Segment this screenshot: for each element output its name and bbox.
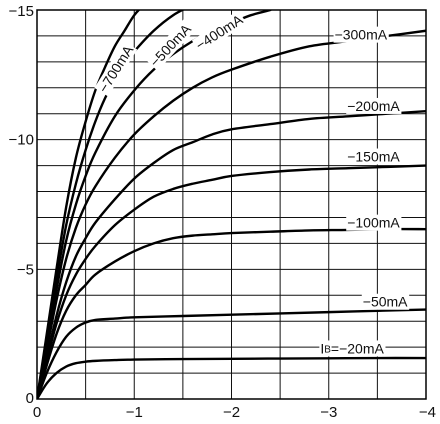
series-line-1	[37, 10, 185, 399]
tick-labels: 0 −1 −2 −3 −4 0 −5 −10 −15	[9, 3, 436, 421]
series-line-8	[37, 356, 426, 399]
curve-label-background	[361, 293, 410, 310]
x-tick-label: −4	[419, 404, 436, 421]
x-tick-label: −3	[320, 404, 337, 421]
plot-frame	[36, 9, 427, 400]
y-tick-label: −5	[17, 261, 34, 278]
curve-label: IB=−20mA	[320, 340, 384, 356]
series-line-3	[37, 29, 426, 399]
x-tick-label: −1	[126, 404, 143, 421]
series-line-0	[37, 10, 141, 399]
series-line-4	[37, 109, 426, 399]
curve-label-background	[333, 26, 389, 43]
curve-label-background	[191, 10, 247, 54]
x-tick-label: −2	[223, 404, 240, 421]
curve-label-background	[94, 41, 138, 97]
curve-label: −400mA	[193, 11, 246, 53]
series-line-7	[37, 308, 426, 399]
curve-label-background	[319, 340, 386, 357]
curve-label: −50mA	[363, 294, 408, 310]
curve-label-background	[346, 148, 402, 165]
curve-label-background	[145, 19, 196, 71]
curve-label: −100mA	[347, 215, 400, 231]
curve-label-background	[346, 97, 402, 114]
x-tick-label: 0	[33, 404, 41, 421]
curves	[37, 10, 426, 399]
y-tick-label: −15	[9, 3, 34, 20]
curve-label-background	[346, 214, 402, 231]
curve-label: −200mA	[347, 98, 400, 114]
curve-label: −150mA	[347, 149, 400, 165]
series-line-5	[37, 164, 426, 399]
curve-label: −300mA	[335, 27, 388, 43]
y-tick-label: 0	[26, 390, 34, 407]
y-tick-label: −10	[9, 132, 34, 149]
series-line-6	[37, 227, 426, 399]
